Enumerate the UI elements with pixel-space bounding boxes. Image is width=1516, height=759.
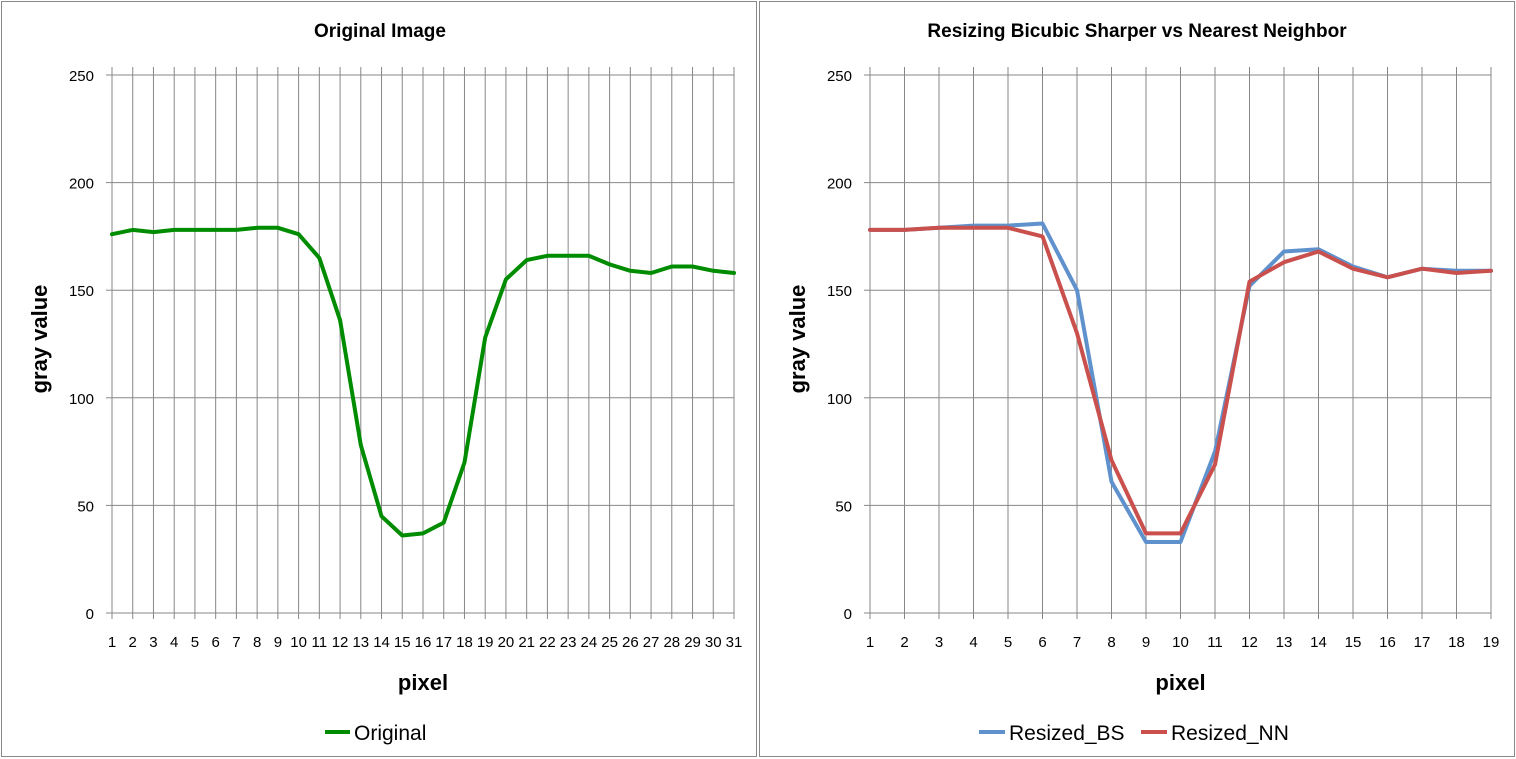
x-tick-label: 14 [1310, 634, 1327, 651]
x-tick-label: 7 [232, 634, 240, 651]
x-tick-label: 4 [170, 634, 178, 651]
x-tick-label: 21 [518, 634, 535, 651]
x-tick-label: 9 [274, 634, 282, 651]
chart-original-panel: Original Image 0 50 100 150 200 250 1 2 3 4 5 6 7 8 9 10… [1, 1, 757, 757]
x-tick-label: 5 [191, 634, 199, 651]
y-tick-label: 0 [844, 606, 852, 623]
x-tick-label: 18 [1448, 634, 1465, 651]
x-tick-label: 13 [1276, 634, 1293, 651]
x-axis-label: pixel [398, 670, 448, 695]
x-tick-label: 11 [312, 634, 328, 651]
x-tick-label: 16 [415, 634, 432, 651]
legend-label: Resized_BS [1009, 722, 1125, 745]
chart-resized-svg: Resizing Bicubic Sharper vs Nearest Neig… [785, 21, 1500, 745]
x-tick-label: 11 [1207, 634, 1223, 651]
chart-title: Resizing Bicubic Sharper vs Nearest Neig… [927, 21, 1347, 42]
x-tick-label: 26 [622, 634, 639, 651]
x-tick-label: 16 [1379, 634, 1396, 651]
x-tick-label: 3 [935, 634, 943, 651]
legend-label: Resized_NN [1171, 722, 1289, 745]
x-tick-label: 3 [149, 634, 157, 651]
y-tick-label: 250 [69, 68, 94, 85]
x-tick-label: 22 [539, 634, 556, 651]
y-tick-label: 50 [835, 498, 852, 515]
y-tick-label: 100 [69, 391, 94, 408]
x-tick-label: 17 [435, 634, 452, 651]
y-tick-label: 0 [86, 606, 94, 623]
x-tick-label: 15 [1345, 634, 1362, 651]
x-tick-label: 31 [726, 634, 743, 651]
x-tick-label: 27 [643, 634, 660, 651]
y-tick-label: 50 [77, 498, 94, 515]
x-tick-label: 1 [866, 634, 874, 651]
chart-resized-panel: Resizing Bicubic Sharper vs Nearest Neig… [759, 1, 1515, 757]
x-tick-label: 8 [1107, 634, 1115, 651]
y-tick-label: 100 [827, 391, 852, 408]
x-tick-label: 14 [373, 634, 390, 651]
x-tick-label: 17 [1414, 634, 1431, 651]
x-tick-label: 1 [108, 634, 116, 651]
x-tick-label: 6 [211, 634, 219, 651]
x-tick-label: 18 [456, 634, 473, 651]
y-tick-label: 250 [827, 68, 852, 85]
x-tick-label: 12 [1241, 634, 1258, 651]
x-tick-label: 8 [253, 634, 261, 651]
x-tick-label: 28 [663, 634, 680, 651]
x-tick-label: 15 [394, 634, 411, 651]
x-tick-label: 10 [1172, 634, 1189, 651]
x-tick-label: 24 [581, 634, 598, 651]
x-tick-label: 6 [1038, 634, 1046, 651]
x-tick-label: 2 [129, 634, 137, 651]
y-tick-label: 150 [827, 283, 852, 300]
legend-label: Original [354, 722, 426, 745]
y-axis-label: gray value [27, 285, 52, 394]
x-tick-label: 20 [498, 634, 515, 651]
x-tick-label: 9 [1142, 634, 1150, 651]
y-tick-label: 150 [69, 283, 94, 300]
x-tick-label: 29 [684, 634, 701, 651]
y-tick-label: 200 [69, 176, 94, 193]
x-tick-label: 2 [900, 634, 908, 651]
x-tick-label: 23 [560, 634, 577, 651]
x-tick-label: 30 [705, 634, 722, 651]
x-tick-label: 25 [601, 634, 618, 651]
x-tick-label: 19 [477, 634, 494, 651]
x-tick-label: 12 [332, 634, 349, 651]
x-tick-label: 13 [352, 634, 369, 651]
y-axis-label: gray value [785, 285, 810, 394]
y-tick-label: 200 [827, 176, 852, 193]
x-tick-label: 19 [1483, 634, 1500, 651]
x-tick-label: 4 [969, 634, 977, 651]
x-tick-label: 10 [290, 634, 307, 651]
x-tick-label: 5 [1004, 634, 1012, 651]
chart-title: Original Image [314, 21, 446, 42]
x-axis-label: pixel [1155, 670, 1205, 695]
x-tick-label: 7 [1073, 634, 1081, 651]
